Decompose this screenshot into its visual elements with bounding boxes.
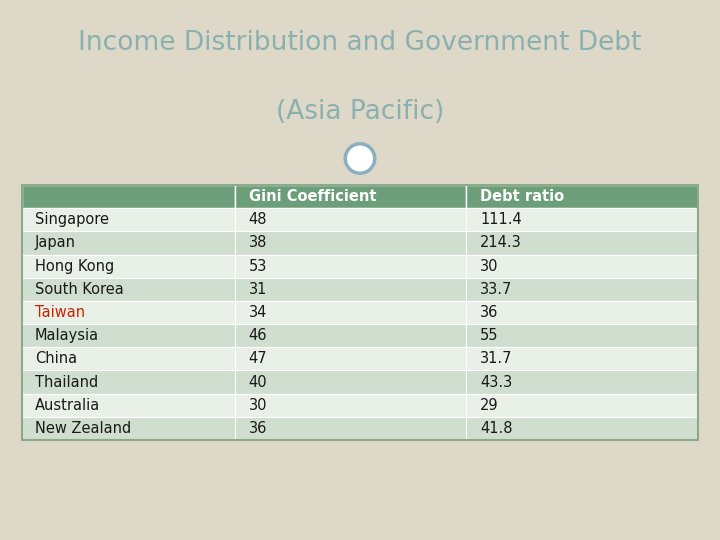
Bar bbox=[466, 417, 698, 440]
Bar bbox=[466, 208, 698, 231]
Text: 40: 40 bbox=[249, 375, 267, 389]
Text: Japan: Japan bbox=[35, 235, 76, 251]
Bar bbox=[466, 301, 698, 324]
Bar bbox=[235, 394, 466, 417]
Text: Debt ratio: Debt ratio bbox=[480, 189, 564, 204]
Text: 43.3: 43.3 bbox=[480, 375, 513, 389]
Bar bbox=[466, 278, 698, 301]
Text: 214.3: 214.3 bbox=[480, 235, 522, 251]
Bar bbox=[235, 347, 466, 370]
Text: 30: 30 bbox=[480, 259, 498, 274]
Text: 48: 48 bbox=[249, 212, 267, 227]
Bar bbox=[235, 324, 466, 347]
Bar bbox=[235, 417, 466, 440]
Bar bbox=[22, 417, 235, 440]
Text: 30: 30 bbox=[249, 398, 267, 413]
Bar bbox=[466, 231, 698, 254]
Text: 55: 55 bbox=[480, 328, 498, 343]
Bar bbox=[235, 278, 466, 301]
Bar bbox=[22, 394, 235, 417]
Text: 31.7: 31.7 bbox=[480, 352, 513, 366]
Text: Income Distribution and Government Debt: Income Distribution and Government Debt bbox=[78, 30, 642, 56]
Text: 53: 53 bbox=[249, 259, 267, 274]
Bar bbox=[466, 185, 698, 208]
Bar bbox=[466, 324, 698, 347]
Text: New Zealand: New Zealand bbox=[35, 421, 131, 436]
Bar bbox=[466, 394, 698, 417]
Text: (Asia Pacific): (Asia Pacific) bbox=[276, 99, 444, 125]
Text: 33.7: 33.7 bbox=[480, 282, 513, 297]
Bar bbox=[235, 231, 466, 254]
Text: Thailand: Thailand bbox=[35, 375, 98, 389]
Text: 46: 46 bbox=[249, 328, 267, 343]
Bar bbox=[466, 370, 698, 394]
Bar bbox=[22, 254, 235, 278]
Bar bbox=[235, 370, 466, 394]
Bar bbox=[235, 185, 466, 208]
Bar bbox=[22, 278, 235, 301]
Text: China: China bbox=[35, 352, 77, 366]
Bar bbox=[235, 254, 466, 278]
Text: 31: 31 bbox=[249, 282, 267, 297]
Bar bbox=[22, 370, 235, 394]
Text: Hong Kong: Hong Kong bbox=[35, 259, 114, 274]
Bar bbox=[22, 347, 235, 370]
Text: 29: 29 bbox=[480, 398, 499, 413]
Text: Gini Coefficient: Gini Coefficient bbox=[249, 189, 377, 204]
Bar bbox=[235, 301, 466, 324]
Text: Australia: Australia bbox=[35, 398, 100, 413]
Text: 34: 34 bbox=[249, 305, 267, 320]
Bar bbox=[235, 208, 466, 231]
Text: 36: 36 bbox=[249, 421, 267, 436]
Text: 38: 38 bbox=[249, 235, 267, 251]
Text: 111.4: 111.4 bbox=[480, 212, 522, 227]
Circle shape bbox=[346, 144, 374, 173]
Text: Singapore: Singapore bbox=[35, 212, 109, 227]
Bar bbox=[466, 254, 698, 278]
Bar bbox=[22, 185, 235, 208]
Bar bbox=[466, 347, 698, 370]
Text: 41.8: 41.8 bbox=[480, 421, 513, 436]
Bar bbox=[22, 324, 235, 347]
Text: Taiwan: Taiwan bbox=[35, 305, 85, 320]
Text: 47: 47 bbox=[249, 352, 267, 366]
Bar bbox=[22, 231, 235, 254]
Text: South Korea: South Korea bbox=[35, 282, 124, 297]
Bar bbox=[22, 208, 235, 231]
Text: 36: 36 bbox=[480, 305, 498, 320]
Bar bbox=[22, 301, 235, 324]
Text: Malaysia: Malaysia bbox=[35, 328, 99, 343]
